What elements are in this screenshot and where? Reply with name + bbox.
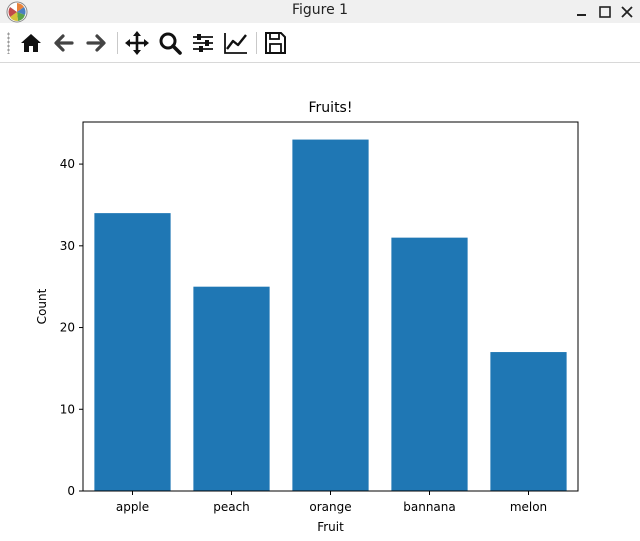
matplotlib-logo-icon: [6, 1, 28, 23]
back-button[interactable]: [51, 30, 77, 56]
save-button[interactable]: [262, 30, 288, 56]
close-icon: [621, 6, 633, 18]
y-tick-label: 20: [60, 321, 75, 335]
home-button[interactable]: [18, 30, 44, 56]
bar-peach: [193, 286, 270, 491]
pan-button[interactable]: [124, 30, 150, 56]
back-arrow-icon: [54, 34, 74, 52]
bar-chart: 0 10 20 30 40 apple peach orange bannana melon Fru…: [35, 100, 579, 534]
bar-orange: [292, 139, 369, 492]
bar-apple: [94, 213, 171, 491]
forward-arrow-icon: [86, 34, 106, 52]
pan-icon: [125, 31, 149, 55]
title-bar: Figure 1: [0, 0, 640, 23]
y-tick-label: 0: [67, 484, 75, 498]
close-button[interactable]: [617, 2, 637, 22]
window-title: Figure 1: [291, 2, 349, 18]
figure-canvas[interactable]: 0 10 20 30 40 apple peach orange bannana melon Fru…: [0, 63, 640, 537]
subplots-button[interactable]: [190, 30, 216, 56]
y-tick-label: 30: [60, 239, 75, 253]
toolbar-separator: [117, 32, 118, 54]
zoom-icon: [159, 32, 182, 55]
home-icon: [21, 34, 41, 52]
navigation-toolbar: [0, 24, 640, 63]
y-tick-label: 40: [60, 157, 75, 171]
toolbar-separator: [256, 32, 257, 54]
x-tick-label: melon: [510, 500, 547, 514]
forward-button[interactable]: [83, 30, 109, 56]
x-tick-label: orange: [309, 500, 351, 514]
zoom-button[interactable]: [157, 30, 183, 56]
toolbar-grip[interactable]: [7, 32, 10, 54]
maximize-button[interactable]: [595, 2, 615, 22]
y-tick-label: 10: [60, 402, 75, 416]
x-tick-label: apple: [116, 500, 149, 514]
x-tick-label: peach: [213, 500, 250, 514]
minimize-button[interactable]: [572, 2, 592, 22]
y-axis-label: Count: [35, 288, 49, 324]
bar-bannana: [391, 237, 468, 491]
x-axis-label: Fruit: [317, 520, 344, 534]
chart-title: Fruits!: [309, 100, 353, 116]
save-icon: [265, 32, 286, 54]
maximize-icon: [599, 6, 611, 18]
bar-melon: [490, 352, 567, 491]
edit-axis-icon: [224, 33, 247, 54]
edit-axis-button[interactable]: [223, 30, 249, 56]
x-tick-label: bannana: [403, 500, 456, 514]
minimize-icon: [577, 14, 586, 16]
subplots-icon: [193, 34, 213, 52]
